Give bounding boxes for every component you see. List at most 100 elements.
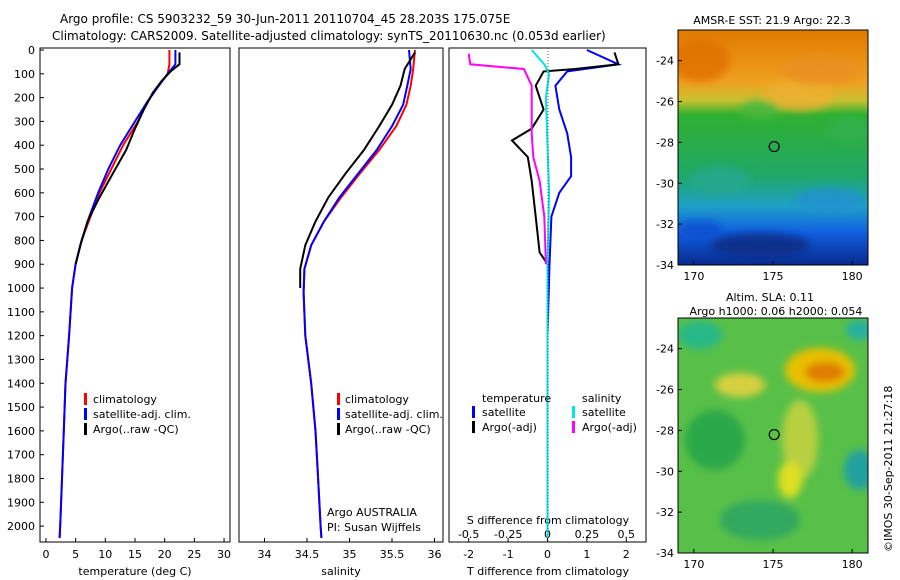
legend-label-temp-argo: Argo(-adj) — [482, 421, 537, 434]
y-tick-label: 2000 — [7, 520, 35, 533]
argo-position-marker — [768, 428, 780, 441]
salinity-legend: climatology satellite-adj. clim. Argo(..… — [337, 393, 443, 436]
y-axis-ticks: 0 100 200 300 400 500 600 700 800 900 1000 1100 1200… — [7, 44, 44, 533]
y-tick-label: 800 — [14, 234, 35, 247]
y-tick-label: 1800 — [7, 472, 35, 485]
x-tick-label: -1 — [503, 548, 514, 561]
imos-watermark: ©IMOS 30-Sep-2011 21:27:18 — [882, 386, 895, 552]
y-tick-label: 1200 — [7, 330, 35, 343]
x-tick-label: 34 — [258, 548, 272, 561]
y-tick-label: 700 — [14, 211, 35, 224]
argo-position-marker — [768, 140, 780, 153]
sla-map-x-ticks: 170 175 180 — [683, 549, 863, 571]
x-tick-label: 35.5 — [380, 548, 405, 561]
map-y-tick-label: -34 — [656, 547, 674, 560]
x-tick-label: 2 — [623, 548, 630, 561]
series-line-salinity-satellite — [530, 49, 551, 538]
y-tick-label: 900 — [14, 258, 35, 271]
series-line-climatology — [58, 50, 171, 539]
legend-swatch-sal-satellite — [572, 406, 575, 418]
legend-label-satellite: satellite-adj. clim. — [93, 408, 191, 421]
legend-label-satellite: satellite-adj. clim. — [345, 408, 443, 421]
sla-map-title-2: Argo h1000: 0.06 h2000: 0.054 — [690, 305, 863, 318]
map-y-tick-label: -30 — [656, 465, 674, 478]
y-tick-label: 500 — [14, 163, 35, 176]
salinity-xlabel: salinity — [321, 565, 361, 578]
y-tick-label: 200 — [14, 92, 35, 105]
x-tick-label: 0 — [544, 548, 551, 561]
difference-series — [467, 49, 622, 538]
series-line-satellite-adj-clim- — [58, 50, 177, 539]
y-tick-label: 1300 — [7, 353, 35, 366]
map-y-tick-label: -30 — [656, 177, 674, 190]
map-y-tick-label: -28 — [656, 424, 674, 437]
series-line-climatology — [302, 49, 416, 539]
difference-x-ticks: -2 -1 0 1 2 — [463, 538, 630, 561]
legend-swatch-temp-satellite — [472, 406, 475, 418]
y-tick-label: 600 — [14, 187, 35, 200]
x-tick-label: -2 — [463, 548, 474, 561]
x-tick-label: 36 — [428, 548, 442, 561]
difference-top-x-ticks: -0.5-0.2500.250.5 — [458, 528, 635, 541]
y-tick-label: 1600 — [7, 425, 35, 438]
legend-salinity-title: salinity — [582, 392, 622, 405]
x-tick-label: 0 — [42, 548, 49, 561]
map-x-tick-label: 180 — [842, 558, 863, 571]
legend-label-argo: Argo(..raw -QC) — [93, 423, 179, 436]
difference-legend: temperature satellite Argo(-adj) salinit… — [472, 392, 637, 434]
x-tick-label: 30 — [217, 548, 231, 561]
y-tick-label: 1500 — [7, 401, 35, 414]
x-tick-label: 10 — [98, 548, 112, 561]
legend-swatch-climatology — [84, 393, 87, 405]
x-tick-label: 35 — [343, 548, 357, 561]
map-x-tick-label: 170 — [683, 558, 704, 571]
map-y-tick-label: -32 — [656, 506, 674, 519]
sst-map-y-ticks: -24 -26 -28 -30 -32 -34 — [656, 55, 682, 272]
legend-label-sal-satellite: satellite — [582, 406, 626, 419]
legend-swatch-satellite — [337, 408, 340, 420]
temperature-legend: climatology satellite-adj. clim. Argo(..… — [84, 393, 191, 436]
legend-label-climatology: climatology — [93, 393, 157, 406]
sla-map-title-1: Altim. SLA: 0.11 — [726, 291, 814, 304]
x-top-tick-label: -0.5 — [458, 528, 479, 541]
x-top-tick-label: -0.25 — [494, 528, 522, 541]
legend-swatch-temp-argo — [472, 421, 475, 433]
series-line-argo-raw-qc- — [299, 51, 416, 288]
legend-label-climatology: climatology — [345, 393, 409, 406]
pi-label: PI: Susan Wijffels — [327, 521, 421, 534]
x-tick-label: 25 — [187, 548, 201, 561]
legend-swatch-argo — [84, 423, 87, 435]
map-y-tick-label: -26 — [656, 384, 674, 397]
legend-label-sal-argo: Argo(-adj) — [582, 421, 637, 434]
y-tick-label: 1900 — [7, 496, 35, 509]
y-tick-label: 1700 — [7, 449, 35, 462]
argo-australia-label: Argo AUSTRALIA — [327, 506, 417, 519]
series-line-argo-raw-qc- — [74, 52, 181, 265]
map-y-tick-label: -32 — [656, 218, 674, 231]
y-tick-label: 1000 — [7, 282, 35, 295]
legend-swatch-climatology — [337, 393, 340, 405]
sst-map-x-ticks: 170 175 180 — [683, 261, 863, 283]
difference-xlabel: T difference from climatology — [466, 565, 629, 578]
legend-temperature-title: temperature — [482, 392, 551, 405]
map-y-tick-label: -28 — [656, 136, 674, 149]
legend-swatch-sal-argo — [572, 421, 575, 433]
series-line-temperature-satellite — [546, 49, 622, 538]
sla-map-y-ticks: -24 -26 -28 -30 -32 -34 — [656, 343, 682, 560]
sst-map-image — [678, 30, 868, 265]
map-y-tick-label: -26 — [656, 96, 674, 109]
y-tick-label: 400 — [14, 139, 35, 152]
temperature-x-ticks: 0 5 10 15 20 25 30 — [42, 538, 231, 561]
y-tick-label: 1100 — [7, 306, 35, 319]
x-tick-label: 5 — [72, 548, 79, 561]
series-line-satellite-adj-clim- — [302, 49, 412, 539]
salinity-panel — [238, 47, 444, 543]
map-x-tick-label: 175 — [763, 558, 784, 571]
temperature-series — [58, 50, 181, 539]
map-y-tick-label: -34 — [656, 259, 674, 272]
x-tick-label: 1 — [583, 548, 590, 561]
series-line-salinity-argo-adj- — [467, 53, 547, 265]
map-x-tick-label: 170 — [683, 270, 704, 283]
x-tick-label: 20 — [158, 548, 172, 561]
